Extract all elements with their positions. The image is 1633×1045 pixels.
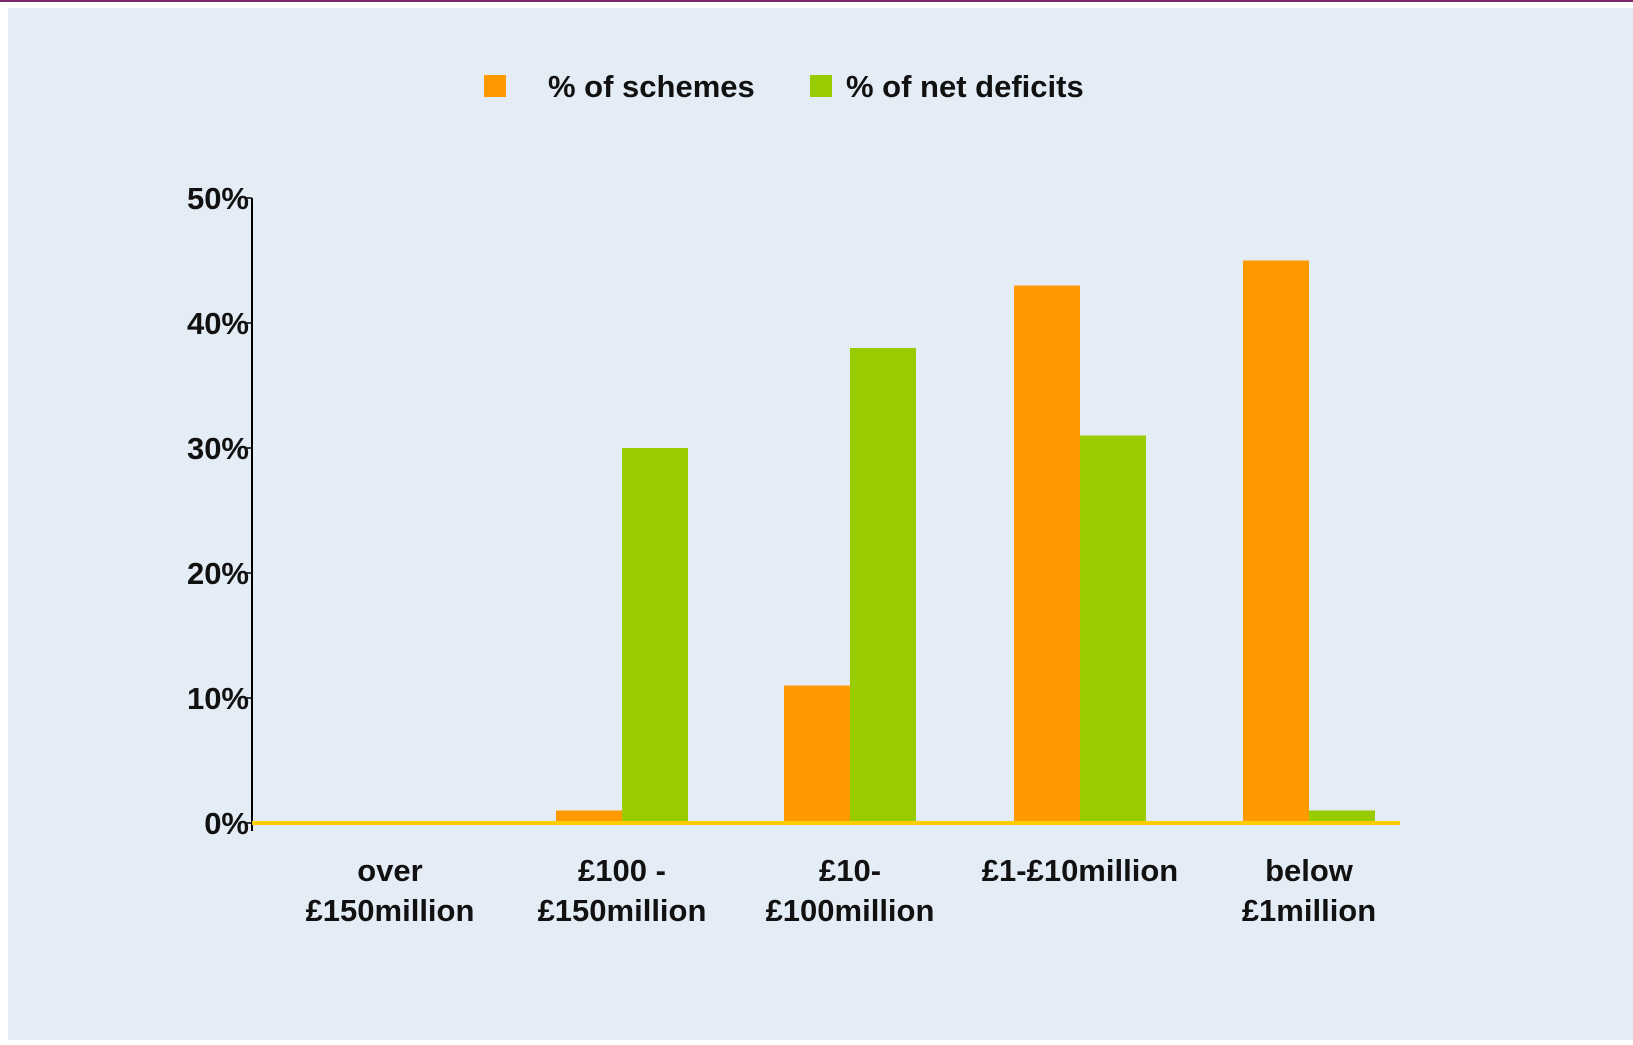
bar-net-deficits (622, 448, 688, 823)
bar-net-deficits (850, 348, 916, 823)
x-category-label: £150million (538, 893, 707, 928)
y-tick-label: 40% (187, 306, 249, 341)
legend-swatch-1 (484, 75, 506, 97)
chart-panel: % of schemes % of net deficits 0% 10% 20% 30%… (8, 8, 1633, 1040)
bar-schemes (556, 810, 622, 823)
x-category-label: over (357, 853, 422, 888)
x-category-label: £100million (766, 893, 935, 928)
bar-net-deficits (1309, 810, 1375, 823)
x-category-label: £1million (1242, 893, 1376, 928)
y-tick-label: 20% (187, 556, 249, 591)
x-category-label: £100 - (578, 853, 666, 888)
x-category-label: £150million (306, 893, 475, 928)
x-category-label: £10- (819, 853, 881, 888)
y-tick-label: 0% (204, 806, 249, 841)
x-category-label: £1-£10million (982, 853, 1178, 888)
bar-schemes (1014, 285, 1080, 823)
bar-net-deficits (1080, 435, 1146, 823)
legend-label-1: % of schemes (548, 69, 755, 104)
y-tick-label: 50% (187, 181, 249, 216)
x-category-label: below (1265, 853, 1354, 888)
top-rule (0, 0, 1633, 2)
legend-swatch-2 (810, 75, 832, 97)
bar-chart: % of schemes % of net deficits 0% 10% 20% 30%… (187, 69, 1400, 928)
bar-schemes (1243, 260, 1309, 823)
legend-label-2: % of net deficits (846, 69, 1084, 104)
y-tick-label: 10% (187, 681, 249, 716)
y-tick-label: 30% (187, 431, 249, 466)
bar-schemes (784, 685, 850, 823)
